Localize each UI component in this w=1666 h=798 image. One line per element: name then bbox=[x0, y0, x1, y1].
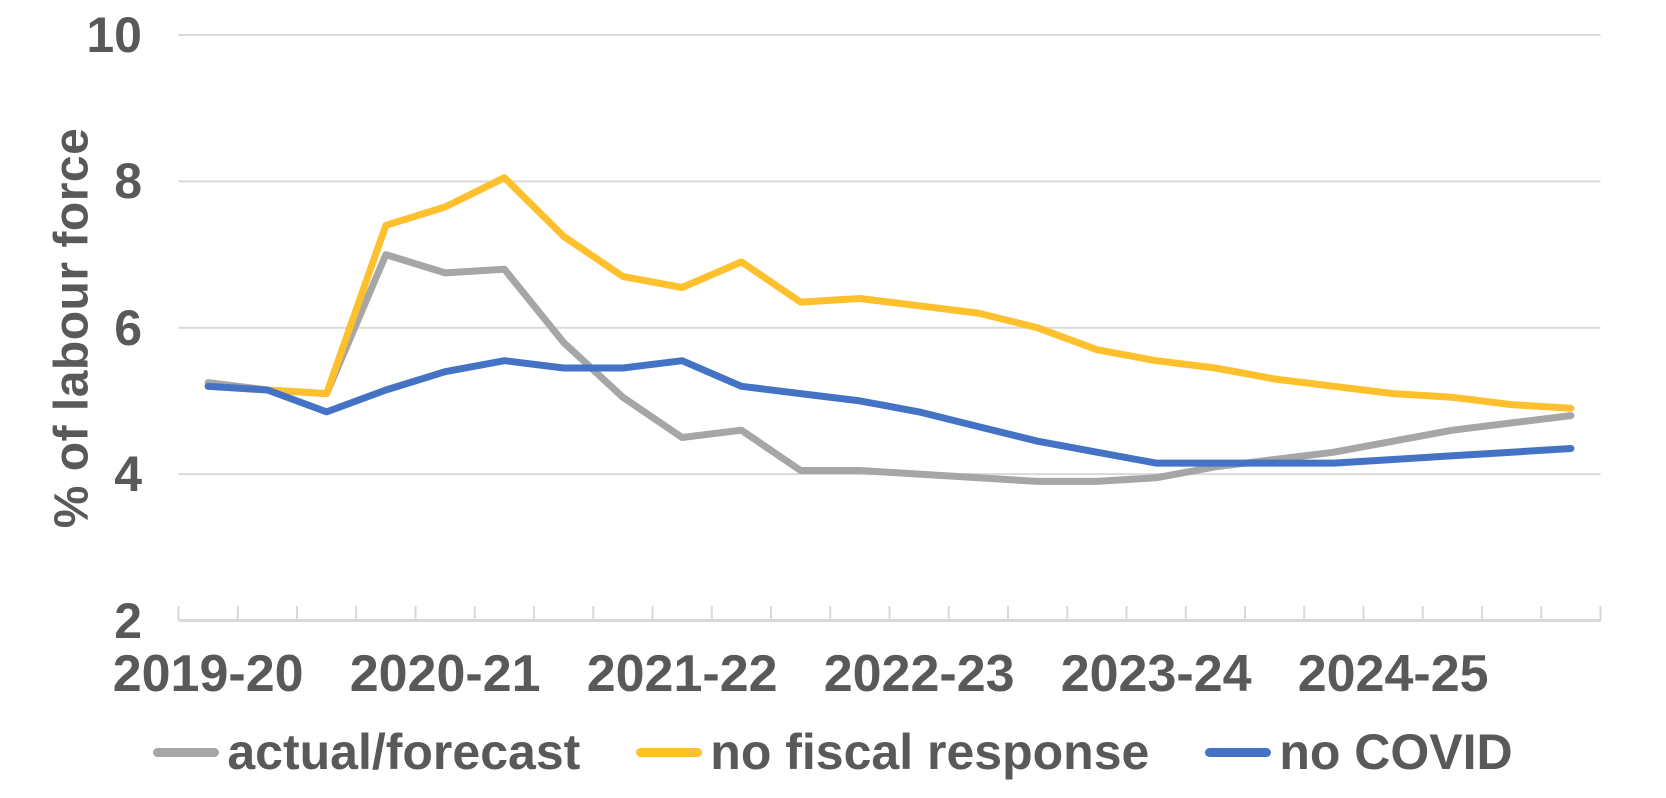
x-tick-label-2022-23: 2022-23 bbox=[823, 645, 1015, 703]
x-tick-label-2024-25: 2024-25 bbox=[1297, 645, 1489, 703]
y-tick-label-4: 4 bbox=[114, 446, 142, 503]
legend-swatch-icon bbox=[153, 747, 220, 757]
y-tick-label-8: 8 bbox=[114, 153, 142, 210]
legend-item-no-fiscal-response: no fiscal response bbox=[636, 723, 1149, 781]
x-tick-label-2021-22: 2021-22 bbox=[586, 645, 778, 703]
series-line-actual-forecast bbox=[204, 251, 1575, 485]
legend-swatch-icon bbox=[636, 747, 703, 757]
legend: actual/forecast no fiscal response no COVI… bbox=[0, 720, 1666, 784]
x-tick-label-2019-20: 2019-20 bbox=[112, 645, 304, 703]
y-tick-label-6: 6 bbox=[114, 299, 142, 356]
legend-label: actual/forecast bbox=[227, 724, 581, 780]
series-line-no-covid bbox=[204, 357, 1575, 467]
legend-label: no COVID bbox=[1279, 724, 1513, 780]
legend-label: no fiscal response bbox=[710, 724, 1150, 780]
legend-item-actual-forecast: actual/forecast bbox=[153, 723, 580, 781]
legend-item-no-covid: no COVID bbox=[1205, 723, 1513, 781]
x-tick-label-2023-24: 2023-24 bbox=[1060, 645, 1252, 703]
legend-swatch-icon bbox=[1205, 747, 1272, 757]
y-tick-label-2: 2 bbox=[114, 592, 142, 649]
series-line-no-fiscal-response bbox=[204, 174, 1575, 412]
y-tick-label-10: 10 bbox=[86, 7, 142, 63]
x-tick-label-2020-21: 2020-21 bbox=[349, 645, 541, 703]
